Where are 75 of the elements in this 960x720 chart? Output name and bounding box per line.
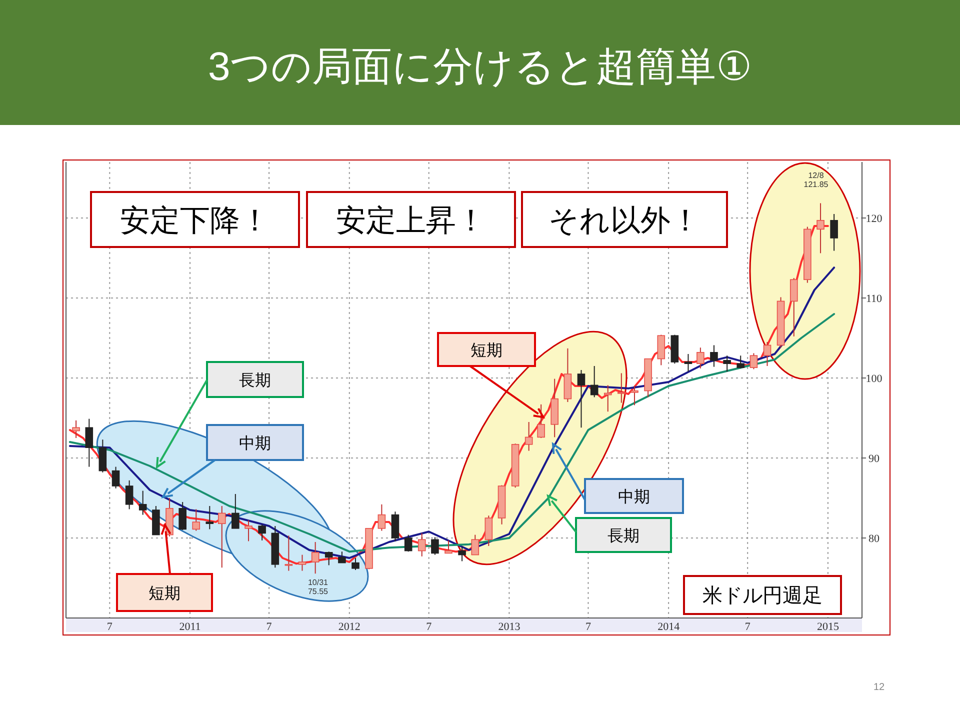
annotation: 中期 bbox=[618, 488, 650, 506]
candlestick bbox=[418, 532, 426, 557]
candlestick bbox=[352, 558, 360, 570]
annotation: 10/31 75.55 bbox=[308, 578, 329, 596]
x-tick-label: 2015 bbox=[816, 621, 840, 633]
line-series bbox=[68, 313, 836, 553]
y-tick-label: 110 bbox=[866, 293, 883, 305]
candlestick bbox=[458, 546, 466, 562]
candlestick bbox=[178, 502, 186, 530]
annotation: 安定下降！ bbox=[120, 204, 270, 238]
candlestick bbox=[112, 466, 120, 489]
candlestick bbox=[444, 540, 452, 554]
annotation: 米ドル円週足 bbox=[702, 585, 822, 608]
candlestick bbox=[338, 551, 346, 564]
candlestick bbox=[537, 404, 545, 438]
candlestick bbox=[206, 506, 214, 530]
candlestick bbox=[696, 347, 704, 369]
x-tick-label: 7 bbox=[266, 621, 272, 633]
annotation: 短期 bbox=[470, 341, 502, 360]
candlestick bbox=[85, 418, 94, 468]
candlestick bbox=[590, 366, 598, 398]
y-tick-label: 80 bbox=[868, 533, 880, 545]
chart-title: 3つの局面に分けると超簡単① bbox=[208, 45, 752, 89]
candlestick bbox=[218, 506, 226, 568]
x-tick-label: 7 bbox=[426, 621, 432, 633]
candlestick bbox=[378, 504, 386, 532]
candlestick bbox=[284, 535, 293, 572]
x-tick-label: 2012 bbox=[338, 621, 360, 633]
candlestick bbox=[524, 422, 533, 452]
y-tick-label: 100 bbox=[866, 373, 883, 385]
candlestick bbox=[431, 536, 439, 556]
candlestick bbox=[750, 352, 758, 370]
x-tick-label: 7 bbox=[585, 621, 592, 633]
candlestick bbox=[816, 202, 824, 254]
candlestick bbox=[736, 355, 745, 369]
candlestick bbox=[577, 370, 586, 428]
candlestick bbox=[618, 372, 626, 404]
candlestick bbox=[763, 342, 772, 366]
candlestick bbox=[258, 524, 266, 541]
candlestick bbox=[138, 490, 147, 516]
candlestick bbox=[657, 334, 666, 366]
x-tick-label: 7 bbox=[744, 621, 751, 633]
annotation: 短期 bbox=[148, 584, 180, 602]
candlestick bbox=[72, 420, 80, 438]
candlestick bbox=[790, 278, 798, 337]
y-tick-label: 120 bbox=[866, 213, 883, 225]
candlestick bbox=[192, 508, 200, 532]
candlestick bbox=[298, 554, 306, 572]
candlestick bbox=[710, 344, 718, 368]
candlestick bbox=[630, 386, 638, 406]
x-tick-label: 7 bbox=[106, 621, 113, 633]
annotation: 長期 bbox=[239, 371, 271, 390]
y-tick-label: 90 bbox=[868, 453, 880, 465]
candlestick bbox=[244, 520, 252, 542]
annotation: 安定上昇！ bbox=[336, 204, 486, 238]
candlestick bbox=[391, 511, 400, 542]
candlestick bbox=[125, 480, 134, 510]
annotation: それ以外！ bbox=[548, 204, 700, 238]
candlestick bbox=[98, 439, 107, 473]
candlestick bbox=[232, 494, 240, 529]
candlestick bbox=[324, 551, 333, 566]
text: 12 bbox=[873, 682, 885, 693]
candlestick bbox=[311, 542, 320, 574]
x-tick-label: 2014 bbox=[658, 621, 680, 633]
annotation: 長期 bbox=[608, 526, 640, 545]
x-tick-label: 2013 bbox=[498, 621, 521, 633]
candlestick bbox=[684, 354, 692, 372]
candlestick bbox=[404, 534, 412, 552]
x-tick-label: 2011 bbox=[179, 621, 201, 633]
candlestick bbox=[723, 355, 731, 372]
candlestick bbox=[484, 515, 493, 546]
candlestick bbox=[471, 534, 480, 556]
annotation: 中期 bbox=[239, 434, 271, 452]
annotation: 12/8 121.85 bbox=[804, 171, 829, 189]
candlestick bbox=[830, 214, 838, 252]
